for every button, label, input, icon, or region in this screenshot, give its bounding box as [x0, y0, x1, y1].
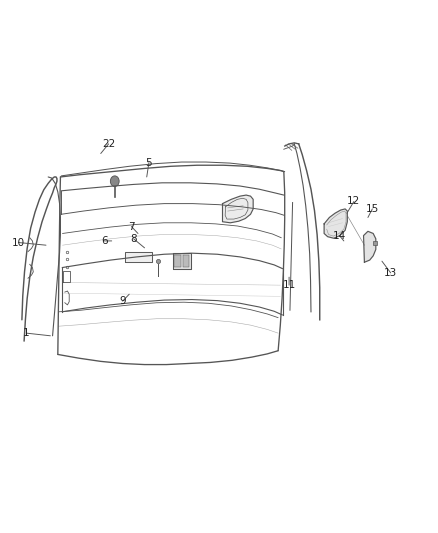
Bar: [183, 255, 189, 267]
Text: 5: 5: [145, 158, 152, 167]
Text: 15: 15: [366, 204, 379, 214]
Text: 7: 7: [128, 222, 135, 231]
Text: 10: 10: [12, 238, 25, 247]
Text: 22: 22: [102, 139, 115, 149]
Text: 6: 6: [101, 236, 108, 246]
Text: 13: 13: [384, 268, 397, 278]
Circle shape: [110, 176, 119, 187]
Text: 8: 8: [130, 234, 137, 244]
Bar: [174, 255, 181, 267]
Polygon shape: [324, 209, 347, 238]
Text: 9: 9: [119, 296, 126, 306]
Polygon shape: [364, 231, 376, 262]
Polygon shape: [125, 252, 152, 262]
Polygon shape: [173, 253, 191, 269]
Text: 11: 11: [283, 280, 296, 290]
Polygon shape: [223, 195, 253, 223]
Text: 14: 14: [333, 231, 346, 240]
Text: 12: 12: [347, 197, 360, 206]
Text: 1: 1: [23, 328, 30, 338]
